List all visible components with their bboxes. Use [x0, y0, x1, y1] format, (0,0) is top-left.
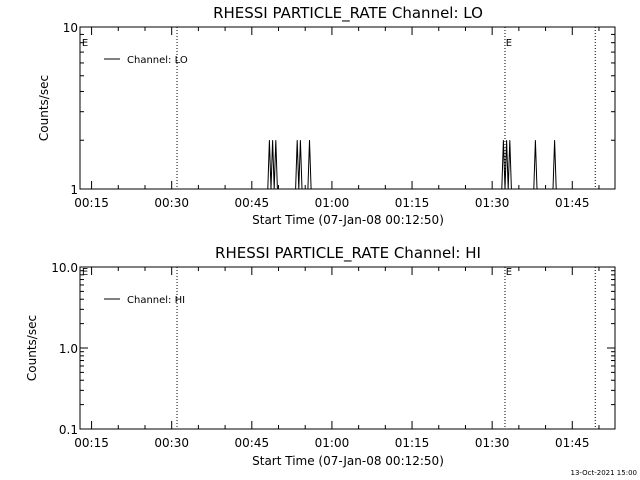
hi-y-tick-label: 10.0 [51, 261, 78, 275]
hi-chart-title: RHESSI PARTICLE_RATE Channel: HI [215, 244, 481, 263]
lo-x-tick-label: 00:15 [74, 196, 109, 210]
lo-x-tick-label: 01:00 [315, 196, 350, 210]
lo-x-tick-label: 01:30 [475, 196, 510, 210]
hi-x-tick-label: 00:15 [74, 436, 109, 450]
hi-x-tick-label: 01:45 [555, 436, 590, 450]
lo-y-tick-label: 1 [70, 183, 78, 197]
lo-x-ticks: 00:15 00:30 00:45 01:00 01:15 01:30 01:45 [74, 27, 600, 210]
hi-y-ticks: 0.1 1.0 10.0 [51, 261, 615, 437]
hi-x-ticks: 00:15 00:30 00:45 01:00 01:15 01:30 01:45 [74, 267, 600, 450]
lo-panel: RHESSI PARTICLE_RATE Channel: LO Counts/… [37, 4, 616, 227]
hi-y-tick-label: 0.1 [59, 423, 78, 437]
lo-x-axis-label: Start Time (07-Jan-08 00:12:50) [252, 213, 444, 227]
lo-event-label: E [506, 38, 512, 49]
lo-event-label: E [82, 38, 88, 49]
hi-panel: RHESSI PARTICLE_RATE Channel: HI Counts/… [25, 244, 616, 468]
lo-y-axis-label: Counts/sec [37, 75, 51, 141]
lo-chart-title: RHESSI PARTICLE_RATE Channel: LO [213, 4, 483, 23]
lo-x-tick-label: 01:15 [395, 196, 430, 210]
footer-timestamp: 13-Oct-2021 15:00 [571, 469, 637, 477]
hi-legend: Channel: HI [104, 295, 185, 306]
lo-y-ticks: 1 10 [63, 21, 615, 197]
lo-series-line [267, 140, 557, 190]
hi-y-axis-label: Counts/sec [25, 315, 39, 381]
lo-y-tick-label: 10 [63, 21, 78, 35]
hi-legend-label: Channel: HI [127, 295, 185, 306]
lo-x-tick-label: 00:45 [235, 196, 270, 210]
hi-x-axis-label: Start Time (07-Jan-08 00:12:50) [252, 454, 444, 468]
hi-x-tick-label: 00:30 [154, 436, 189, 450]
hi-event-label: E [82, 267, 88, 278]
lo-x-tick-label: 00:30 [154, 196, 189, 210]
hi-event-label: E [506, 267, 512, 278]
lo-x-tick-label: 01:45 [555, 196, 590, 210]
hi-x-tick-label: 00:45 [235, 436, 270, 450]
lo-legend: Channel: LO [104, 55, 188, 66]
hi-y-tick-label: 1.0 [59, 342, 78, 356]
lo-legend-label: Channel: LO [127, 55, 188, 66]
hi-x-tick-label: 01:30 [475, 436, 510, 450]
hi-plot-frame [79, 266, 616, 430]
hi-x-tick-label: 01:15 [395, 436, 430, 450]
hi-x-tick-label: 01:00 [315, 436, 350, 450]
